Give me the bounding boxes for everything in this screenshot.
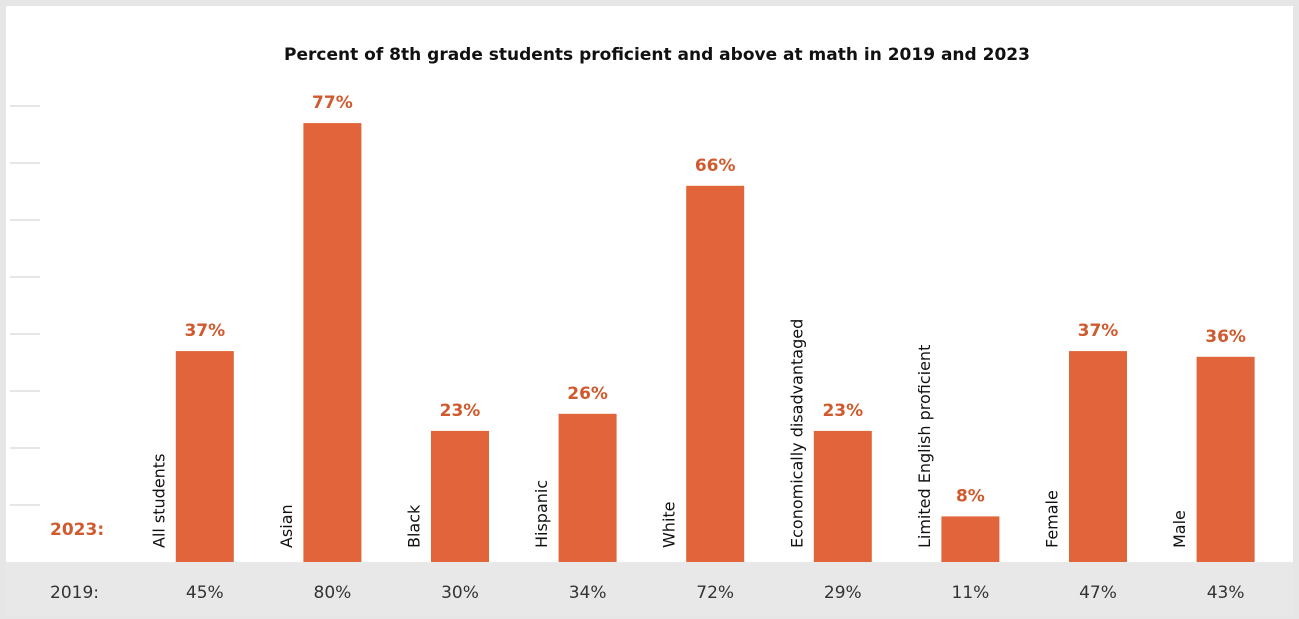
value-2019: 47% — [1079, 583, 1117, 603]
category-label: All students — [149, 454, 168, 548]
category-label: Male — [1170, 510, 1189, 548]
series-label: 2019: — [50, 583, 99, 603]
category-label: Asian — [277, 504, 296, 548]
value-2019: 80% — [314, 583, 352, 603]
value-2019: 11% — [952, 583, 990, 603]
bar — [175, 351, 234, 562]
category-label: Female — [1043, 490, 1062, 548]
value-label: 23% — [822, 401, 863, 421]
value-2019: 72% — [696, 583, 734, 603]
value-label: 26% — [567, 384, 608, 404]
value-2019: 30% — [441, 583, 479, 603]
bar — [813, 430, 872, 562]
band-2019 — [6, 562, 1293, 616]
chart-title: Percent of 8th grade students proficient… — [284, 45, 1030, 65]
value-label: 77% — [312, 93, 353, 113]
category-label: Hispanic — [532, 480, 551, 548]
value-label: 37% — [1078, 321, 1119, 341]
category-label: Economically disadvantaged — [787, 319, 806, 548]
bar — [941, 516, 1000, 562]
value-2019: 43% — [1207, 583, 1245, 603]
series-label: 2023: — [50, 520, 104, 540]
value-2019: 29% — [824, 583, 862, 603]
bar — [431, 430, 489, 562]
category-label: White — [660, 501, 679, 548]
bar — [1196, 356, 1255, 562]
value-2019: 45% — [186, 583, 224, 603]
value-label: 36% — [1205, 327, 1246, 347]
value-label: 23% — [440, 401, 481, 421]
bar — [558, 413, 617, 562]
category-label: Black — [405, 504, 424, 548]
bar — [1069, 351, 1127, 562]
value-2019: 34% — [569, 583, 607, 603]
category-label: Limited English proficient — [915, 345, 934, 548]
bar — [686, 185, 745, 563]
bar — [303, 123, 362, 562]
value-label: 66% — [695, 156, 736, 176]
value-label: 8% — [956, 486, 985, 506]
value-label: 37% — [184, 321, 225, 341]
